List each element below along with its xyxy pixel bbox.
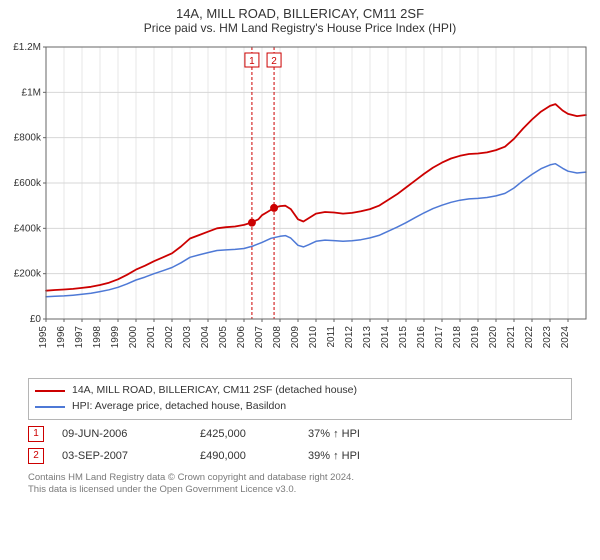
svg-text:2012: 2012 bbox=[344, 326, 355, 349]
transaction-marker: 2 bbox=[28, 448, 44, 464]
footer-line-2: This data is licensed under the Open Gov… bbox=[28, 484, 572, 497]
transaction-row: 1 09-JUN-2006 £425,000 37% ↑ HPI bbox=[28, 426, 600, 442]
svg-text:2007: 2007 bbox=[254, 326, 265, 349]
transaction-price: £425,000 bbox=[200, 428, 290, 440]
svg-text:2015: 2015 bbox=[398, 326, 409, 349]
svg-text:2013: 2013 bbox=[362, 326, 373, 349]
transaction-date: 09-JUN-2006 bbox=[62, 428, 182, 440]
svg-text:£1M: £1M bbox=[22, 87, 41, 98]
svg-text:£400k: £400k bbox=[14, 223, 42, 234]
svg-text:2022: 2022 bbox=[524, 326, 535, 349]
svg-text:£200k: £200k bbox=[14, 269, 42, 280]
transaction-hpi-delta: 39% ↑ HPI bbox=[308, 450, 408, 462]
chart-area: £0 £200k £400k £600k £800k £1M £1.2M 1995 1996 19… bbox=[0, 39, 600, 374]
svg-text:2017: 2017 bbox=[434, 326, 445, 349]
svg-text:2019: 2019 bbox=[470, 326, 481, 349]
svg-text:1997: 1997 bbox=[74, 326, 85, 349]
svg-text:1998: 1998 bbox=[92, 326, 103, 349]
legend-label-hpi: HPI: Average price, detached house, Basi… bbox=[72, 399, 286, 415]
chart-subtitle: Price paid vs. HM Land Registry's House … bbox=[0, 21, 600, 35]
legend-line-property bbox=[35, 390, 65, 392]
svg-text:2002: 2002 bbox=[164, 326, 175, 349]
transaction-date: 03-SEP-2007 bbox=[62, 450, 182, 462]
svg-text:2001: 2001 bbox=[146, 326, 157, 349]
transaction-hpi-delta: 37% ↑ HPI bbox=[308, 428, 408, 440]
svg-text:2: 2 bbox=[271, 56, 277, 67]
legend-line-hpi bbox=[35, 406, 65, 408]
svg-text:1999: 1999 bbox=[110, 326, 121, 349]
svg-text:2008: 2008 bbox=[272, 326, 283, 349]
svg-text:2023: 2023 bbox=[542, 326, 553, 349]
svg-text:£0: £0 bbox=[30, 314, 42, 325]
svg-text:2006: 2006 bbox=[236, 326, 247, 349]
transaction-price: £490,000 bbox=[200, 450, 290, 462]
svg-text:2009: 2009 bbox=[290, 326, 301, 349]
legend-row-property: 14A, MILL ROAD, BILLERICAY, CM11 2SF (de… bbox=[35, 383, 565, 399]
svg-text:2018: 2018 bbox=[452, 326, 463, 349]
svg-text:2011: 2011 bbox=[326, 326, 337, 348]
svg-text:2000: 2000 bbox=[128, 326, 139, 349]
svg-text:2004: 2004 bbox=[200, 326, 211, 349]
footer-attribution: Contains HM Land Registry data © Crown c… bbox=[28, 472, 572, 498]
svg-text:2024: 2024 bbox=[560, 326, 571, 349]
transaction-marker: 1 bbox=[28, 426, 44, 442]
svg-text:2005: 2005 bbox=[218, 326, 229, 349]
legend-row-hpi: HPI: Average price, detached house, Basi… bbox=[35, 399, 565, 415]
legend-label-property: 14A, MILL ROAD, BILLERICAY, CM11 2SF (de… bbox=[72, 383, 357, 399]
svg-text:1: 1 bbox=[249, 56, 255, 67]
svg-text:1996: 1996 bbox=[56, 326, 67, 349]
page-container: 14A, MILL ROAD, BILLERICAY, CM11 2SF Pri… bbox=[0, 0, 600, 560]
svg-text:£600k: £600k bbox=[14, 178, 42, 189]
svg-text:2003: 2003 bbox=[182, 326, 193, 349]
chart-title: 14A, MILL ROAD, BILLERICAY, CM11 2SF bbox=[0, 0, 600, 21]
transaction-list: 1 09-JUN-2006 £425,000 37% ↑ HPI 2 03-SEP-200… bbox=[0, 426, 600, 464]
transaction-row: 2 03-SEP-2007 £490,000 39% ↑ HPI bbox=[28, 448, 600, 464]
svg-text:2021: 2021 bbox=[506, 326, 517, 349]
svg-text:£800k: £800k bbox=[14, 133, 42, 144]
footer-line-1: Contains HM Land Registry data © Crown c… bbox=[28, 472, 572, 485]
legend-box: 14A, MILL ROAD, BILLERICAY, CM11 2SF (de… bbox=[28, 378, 572, 420]
svg-text:2016: 2016 bbox=[416, 326, 427, 349]
svg-text:£1.2M: £1.2M bbox=[13, 42, 41, 53]
svg-text:1995: 1995 bbox=[38, 326, 49, 349]
svg-text:2010: 2010 bbox=[308, 326, 319, 349]
svg-text:2020: 2020 bbox=[488, 326, 499, 349]
svg-text:2014: 2014 bbox=[380, 326, 391, 349]
price-chart: £0 £200k £400k £600k £800k £1M £1.2M 1995 1996 19… bbox=[0, 39, 600, 369]
